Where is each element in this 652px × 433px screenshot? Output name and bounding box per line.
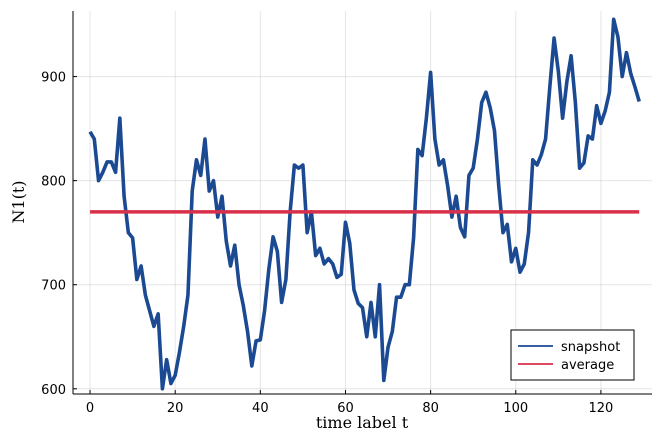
legend: snapshot average — [510, 329, 635, 381]
y-tick-label: 900 — [41, 71, 66, 86]
y-ticks: 600 700 800 900 — [41, 71, 77, 398]
x-tick-label: 100 — [503, 401, 528, 416]
x-tick-label: 60 — [337, 401, 354, 416]
y-tick-label: 600 — [41, 383, 66, 398]
legend-label-average: average — [561, 358, 614, 373]
x-tick-label: 120 — [588, 401, 613, 416]
x-tick-label: 80 — [422, 401, 439, 416]
grid-lines — [73, 11, 652, 394]
x-ticks: 0 20 40 60 80 100 120 — [86, 390, 613, 416]
y-tick-label: 700 — [41, 279, 66, 294]
series-line-snapshot — [88, 17, 641, 391]
legend-box — [510, 329, 635, 381]
legend-label-snapshot: snapshot — [561, 340, 620, 355]
y-axis-label: N1(t) — [9, 180, 28, 223]
x-tick-label: 0 — [86, 401, 94, 416]
series-lines — [88, 17, 641, 391]
x-tick-label: 20 — [167, 401, 184, 416]
x-tick-label: 40 — [252, 401, 269, 416]
x-axis-label: time label t — [316, 413, 409, 432]
axes — [72, 11, 652, 395]
y-tick-label: 800 — [41, 175, 66, 190]
